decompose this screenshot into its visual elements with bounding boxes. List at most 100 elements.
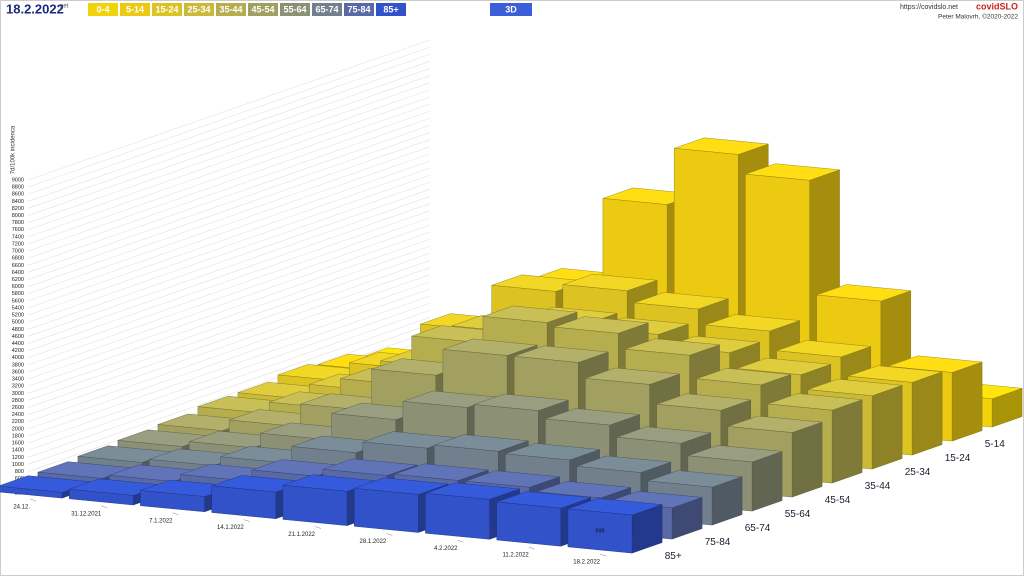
- bar-side: [831, 399, 863, 484]
- bar: [425, 493, 490, 540]
- legend-label[interactable]: 15-24: [155, 4, 178, 14]
- legend-label[interactable]: 75-84: [347, 4, 370, 14]
- y-tick-label: 1200: [12, 455, 24, 461]
- legend-button[interactable]: [280, 3, 310, 16]
- grid-line: [27, 181, 431, 323]
- legend-button[interactable]: [376, 3, 406, 16]
- x-tick-label: 4.2.2022: [434, 546, 458, 552]
- bar: [354, 488, 419, 533]
- bar-side: [871, 385, 903, 470]
- y-tick-label: 6600: [12, 263, 24, 269]
- grid-line: [27, 196, 431, 337]
- grid-line: [27, 189, 431, 330]
- bar: [282, 484, 348, 526]
- x-tick: [528, 546, 535, 550]
- y-tick-label: 4800: [12, 327, 24, 333]
- y-tick-label: 3200: [12, 384, 24, 390]
- y-tick-label: 3000: [12, 391, 24, 397]
- bar: [496, 501, 561, 547]
- bar: [0, 486, 63, 499]
- view-button[interactable]: [490, 3, 532, 16]
- y-tick-label: 2000: [12, 426, 24, 432]
- legend-button[interactable]: [88, 3, 118, 16]
- grid-line: [27, 139, 431, 280]
- x-tick-label: 11.2.2022: [503, 553, 530, 559]
- legend-label[interactable]: 65-74: [315, 4, 338, 14]
- y-tick-label: 7600: [12, 227, 24, 233]
- y-tick-label: 8400: [12, 199, 24, 205]
- grid-line: [27, 39, 431, 181]
- grid-line: [27, 224, 431, 366]
- grid-line: [27, 132, 431, 273]
- row-label: 35-44: [865, 481, 891, 492]
- legend-button[interactable]: [344, 3, 374, 16]
- y-tick-label: 1800: [12, 433, 24, 439]
- legend-label[interactable]: 55-64: [283, 4, 306, 14]
- grid-line: [27, 245, 431, 387]
- y-tick-label: 4200: [12, 348, 24, 354]
- bar-side: [911, 371, 943, 456]
- y-tick-label: 6000: [12, 284, 24, 290]
- x-tick: [243, 519, 250, 522]
- view-button-label[interactable]: 3D: [505, 4, 517, 14]
- y-tick-label: 5000: [12, 320, 24, 326]
- y-tick-label: 800: [15, 469, 24, 475]
- y-tick-label: 4600: [12, 334, 24, 340]
- legend-button[interactable]: [216, 3, 246, 16]
- bar: [567, 508, 633, 554]
- bar-side: [951, 361, 983, 442]
- x-tick: [172, 512, 179, 515]
- grid-line: [27, 317, 431, 458]
- x-tick: [314, 526, 322, 529]
- y-tick-label: 8800: [12, 185, 24, 191]
- date-title: 18.2.2022: [6, 1, 64, 16]
- y-tick-label: 2200: [12, 419, 24, 425]
- grid-line: [27, 82, 431, 223]
- site-url: https://covidslo.net: [900, 4, 958, 11]
- y-tick-label: 3800: [12, 362, 24, 368]
- grid-line: [27, 324, 431, 465]
- y-tick-label: 7000: [12, 249, 24, 255]
- legend-button[interactable]: [152, 3, 182, 16]
- row-label: 75-84: [705, 537, 731, 548]
- x-tick-label: 7.1.2022: [149, 518, 173, 524]
- grid-line: [27, 167, 431, 309]
- legend-label[interactable]: 0-4: [96, 4, 109, 14]
- row-label: 65-74: [745, 523, 771, 534]
- series-row: 999: [0, 474, 663, 554]
- row-label: 25-34: [905, 467, 931, 478]
- grid-line: [27, 103, 431, 245]
- y-tick-label: 1000: [12, 462, 24, 468]
- legend-label[interactable]: 5-14: [126, 4, 144, 14]
- y-tick-label: 8000: [12, 213, 24, 219]
- legend-label[interactable]: 35-44: [219, 4, 242, 14]
- y-tick-label: 3600: [12, 369, 24, 375]
- x-tick: [29, 498, 37, 502]
- row-label: 45-54: [825, 495, 851, 506]
- grid-line: [27, 53, 431, 195]
- legend-label[interactable]: 45-54: [251, 4, 274, 14]
- y-tick-label: 4000: [12, 355, 24, 361]
- brand: covidSLO: [976, 1, 1018, 11]
- y-tick-label: 7800: [12, 220, 24, 226]
- x-tick-label: 14.1.2022: [217, 525, 244, 531]
- row-label: 85+: [665, 551, 682, 562]
- legend-button[interactable]: [248, 3, 278, 16]
- grid-line: [27, 110, 431, 252]
- grid-line: [27, 267, 431, 408]
- legend-button[interactable]: [120, 3, 150, 16]
- grid-line: [27, 146, 431, 287]
- row-label: 55-64: [785, 509, 811, 520]
- x-tick-label: 28.1.2022: [360, 539, 387, 545]
- y-tick-label: 2800: [12, 398, 24, 404]
- x-tick: [457, 540, 464, 543]
- y-tick-label: 3400: [12, 377, 24, 383]
- legend-button[interactable]: [312, 3, 342, 16]
- legend-label[interactable]: 25-34: [187, 4, 210, 14]
- grid-line: [27, 231, 431, 373]
- y-tick-label: 8200: [12, 206, 24, 212]
- y-tick-label: 1400: [12, 448, 24, 454]
- legend-label[interactable]: 85+: [383, 4, 398, 14]
- legend-button[interactable]: [184, 3, 214, 16]
